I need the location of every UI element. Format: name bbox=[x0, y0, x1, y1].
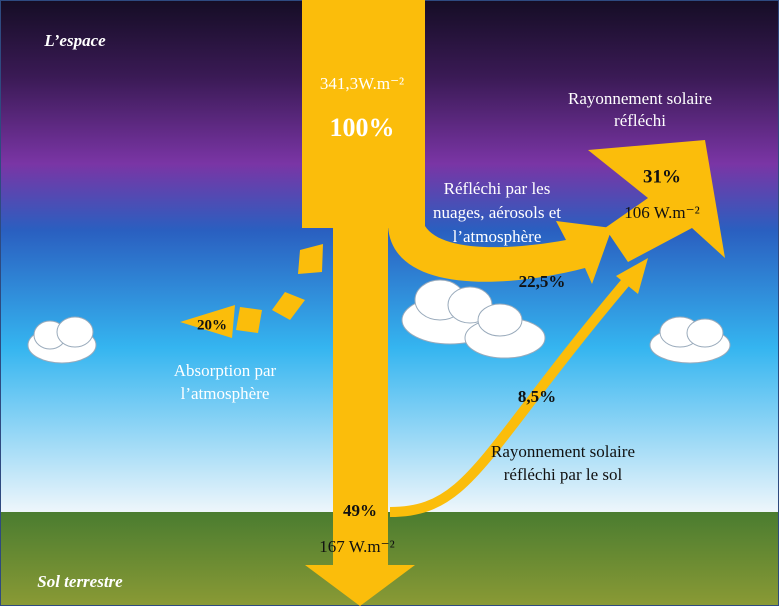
absorbed-percent: 20% bbox=[197, 317, 227, 333]
incoming-flux: 341,3W.m⁻² bbox=[320, 74, 404, 93]
ground-label: Sol terrestre bbox=[37, 572, 123, 591]
reflected-clouds-percent: 22,5% bbox=[519, 272, 566, 291]
ground bbox=[0, 512, 779, 606]
arrows bbox=[180, 0, 725, 606]
reflected-total-percent: 31% bbox=[643, 166, 681, 187]
reflected-ground-label: réfléchi par le sol bbox=[504, 465, 623, 484]
incoming-percent: 100% bbox=[330, 113, 395, 142]
reflected-total-label: réfléchi bbox=[614, 111, 666, 130]
reflected-clouds-label: Réfléchi par les bbox=[444, 179, 551, 198]
ground-absorbed-flux: 167 W.m⁻² bbox=[319, 537, 394, 556]
ground-absorbed-percent: 49% bbox=[343, 501, 377, 520]
absorbed-label: Absorption par bbox=[174, 361, 277, 380]
clouds bbox=[27, 279, 731, 364]
space-label: L’espace bbox=[43, 31, 106, 50]
reflected-total-flux: 106 W.m⁻² bbox=[624, 203, 699, 222]
reflected-ground-percent: 8,5% bbox=[518, 387, 556, 406]
reflected-total-label: Rayonnement solaire bbox=[568, 89, 712, 108]
absorbed-label: l’atmosphère bbox=[181, 384, 270, 403]
reflected-clouds-label: l’atmosphère bbox=[453, 227, 542, 246]
reflected-ground-label: Rayonnement solaire bbox=[491, 442, 635, 461]
reflected-clouds-label: nuages, aérosols et bbox=[433, 203, 561, 222]
